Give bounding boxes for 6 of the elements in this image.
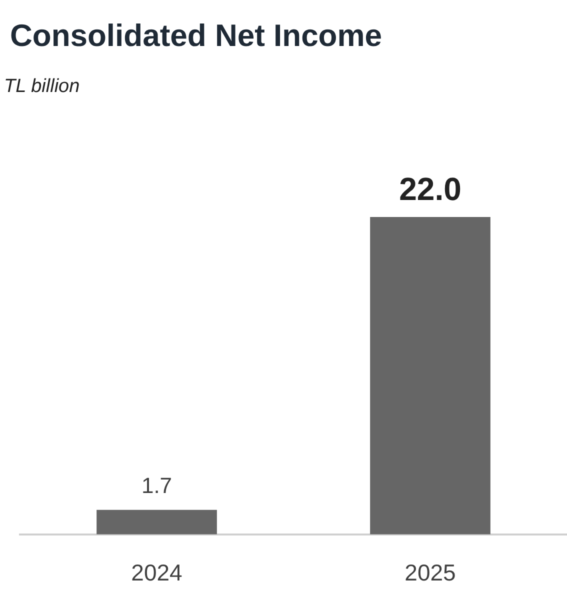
x-tick-label: 2025 <box>404 560 456 586</box>
x-tick-label: 2024 <box>131 560 183 586</box>
chart-title: Consolidated Net Income <box>10 18 382 54</box>
data-label: 1.7 <box>141 472 172 498</box>
data-label: 22.0 <box>399 170 462 207</box>
chart-subtitle: TL billion <box>4 76 80 98</box>
